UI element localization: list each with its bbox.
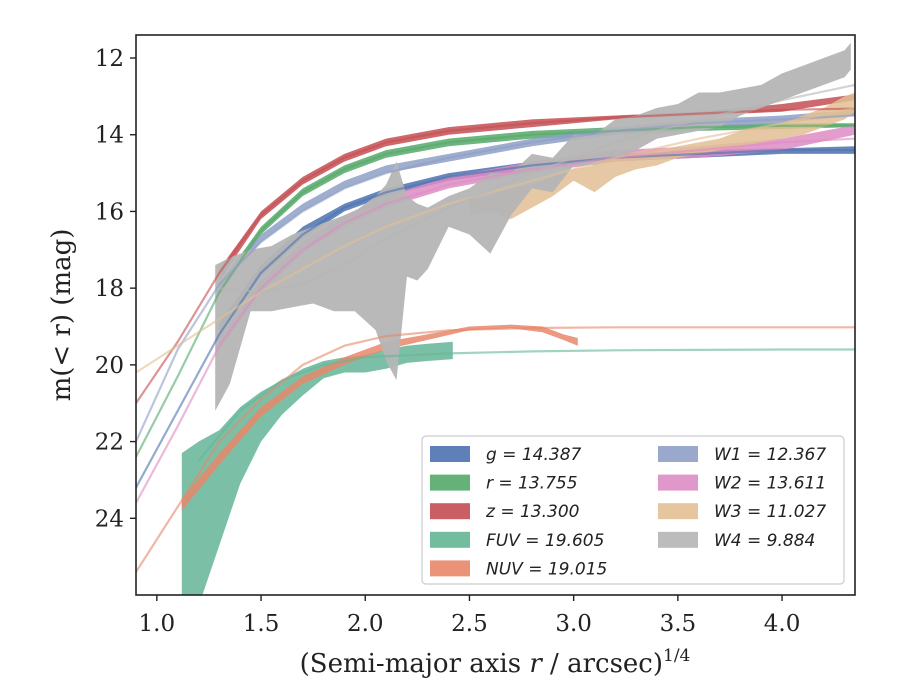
legend-swatch-4 bbox=[430, 560, 470, 577]
legend-label-5: W1 = 12.367 bbox=[714, 445, 826, 465]
x-axis-label-main: (Semi-major axis bbox=[300, 649, 530, 679]
plot-frame bbox=[135, 34, 856, 596]
legend-label-2: z = 13.300 bbox=[485, 502, 579, 522]
legend-swatch-1 bbox=[430, 474, 470, 491]
legend-box bbox=[421, 435, 845, 585]
x-tick-label: 1.0 bbox=[139, 611, 176, 637]
series-model-curves bbox=[136, 83, 855, 573]
legend-label-7: W3 = 11.027 bbox=[714, 502, 826, 522]
x-axis-label: (Semi-major axis r / arcsec)1/4 bbox=[300, 646, 691, 679]
series-8-band bbox=[215, 42, 851, 411]
y-tick-label: 24 bbox=[95, 506, 124, 532]
legend-label-4: NUV = 19.015 bbox=[486, 559, 607, 579]
legend-label-3: FUV = 19.605 bbox=[486, 531, 604, 551]
legend-swatch-0 bbox=[430, 446, 470, 462]
x-tick-label: 4.0 bbox=[764, 611, 801, 637]
x-tick-label: 1.5 bbox=[243, 611, 280, 637]
series-5-band bbox=[219, 109, 855, 289]
x-axis-ticks: 1.0 1.5 2.0 2.5 3.0 3.5 4.0 bbox=[139, 595, 801, 637]
y-tick-label: 18 bbox=[95, 276, 124, 302]
x-tick-label: 2.5 bbox=[451, 611, 488, 637]
series-3-model-curve bbox=[197, 348, 855, 462]
legend-label-8: W4 = 9.884 bbox=[714, 531, 815, 551]
y-tick-label: 16 bbox=[95, 199, 124, 225]
x-axis-label-var: r bbox=[529, 649, 543, 679]
y-tick-label: 12 bbox=[95, 46, 124, 72]
series-4-model-curve bbox=[136, 326, 855, 573]
legend-swatch-3 bbox=[430, 531, 470, 548]
x-tick-label: 3.5 bbox=[660, 611, 697, 637]
series-1-model-curve bbox=[136, 124, 855, 458]
series-0-model-curve bbox=[136, 149, 855, 489]
series-5-model-curve bbox=[136, 114, 855, 443]
legend-swatch-2 bbox=[430, 503, 470, 520]
legend-swatch-8 bbox=[658, 531, 698, 548]
series-2-model-curve bbox=[136, 107, 855, 404]
series-6-model-curve bbox=[136, 137, 855, 504]
series-0-band bbox=[219, 146, 855, 335]
y-axis-ticks: 12 14 16 18 20 22 24 bbox=[95, 46, 136, 532]
y-axis-label: m(< r) (mag) bbox=[47, 229, 77, 402]
legend-swatch-6 bbox=[658, 474, 698, 491]
legend-label-1: r = 13.755 bbox=[486, 474, 578, 494]
series-8-model-curve bbox=[219, 83, 855, 294]
legend-swatch-5 bbox=[658, 446, 698, 462]
x-axis-label-exponent: 1/4 bbox=[663, 646, 690, 666]
x-tick-label: 3.0 bbox=[555, 611, 592, 637]
legend-swatch-7 bbox=[658, 503, 698, 520]
legend-label-0: g = 14.387 bbox=[486, 445, 582, 465]
legend: g = 14.387 r = 13.755 z = 13.300 FUV = 19.6… bbox=[421, 435, 845, 585]
y-tick-label: 22 bbox=[95, 430, 124, 456]
x-tick-label: 2.0 bbox=[347, 611, 384, 637]
y-tick-label: 20 bbox=[95, 353, 124, 379]
legend-label-6: W2 = 13.611 bbox=[714, 474, 826, 494]
y-tick-label: 14 bbox=[95, 123, 124, 149]
series-7-model-curve bbox=[136, 106, 855, 374]
x-axis-label-rest: / arcsec) bbox=[542, 649, 663, 679]
